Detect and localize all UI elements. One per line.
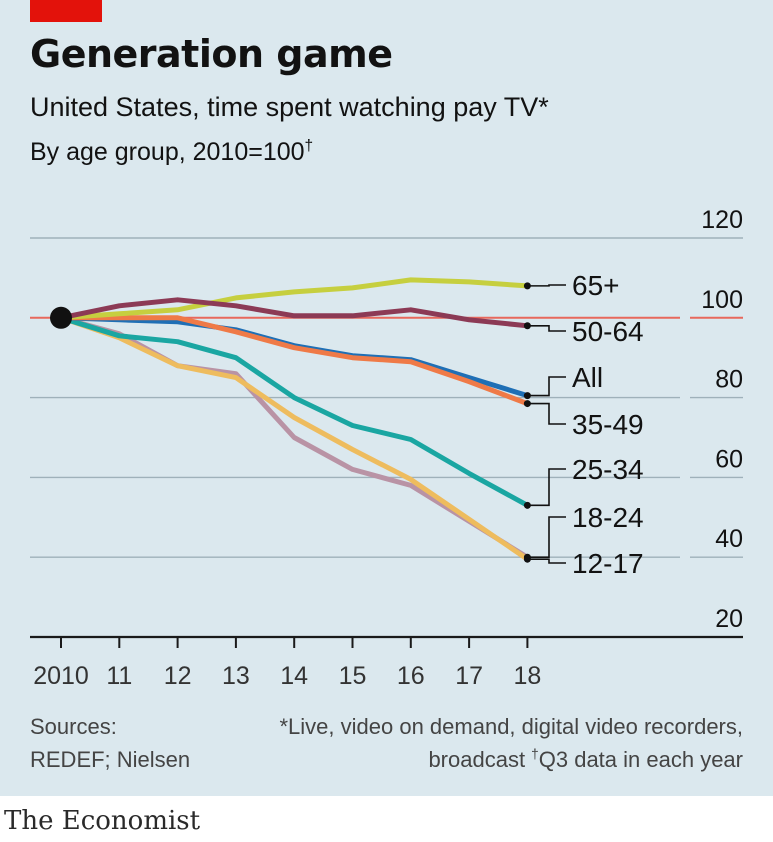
footnote-line-1: *Live, video on demand, digital video re… <box>279 714 744 739</box>
sources: Sources: REDEF; Nielsen <box>30 710 230 776</box>
y-tick-label-100: 100 <box>701 286 743 314</box>
line-chart: 20 40 60 80 100 120 65+ 50-64 All 35-49 25-34 18-2… <box>30 206 743 690</box>
chart-title: Generation game <box>30 32 393 76</box>
series-label-18-24: 18-24 <box>572 502 644 533</box>
footnote: *Live, video on demand, digital video re… <box>203 710 744 776</box>
leader-All <box>527 376 566 397</box>
gridlines: 20 40 60 80 100 120 <box>30 206 743 633</box>
series-line-25-34 <box>58 315 530 508</box>
series-line-12-17 <box>58 315 530 562</box>
leader-25-34 <box>527 468 566 507</box>
index-note-dagger: † <box>304 137 314 155</box>
leader-65+ <box>527 284 566 287</box>
x-tick-label-18: 18 <box>513 662 541 690</box>
y-tick-label-40: 40 <box>715 525 743 553</box>
y-tick-label-60: 60 <box>715 445 743 473</box>
economist-logo: The Economist <box>4 806 201 836</box>
brand-red-tag <box>30 0 102 22</box>
series-line-50-64 <box>58 297 530 329</box>
series-label-25-34: 25-34 <box>572 454 644 485</box>
x-tick-label-17: 17 <box>455 662 483 690</box>
index-note: By age group, 2010=100† <box>30 138 313 167</box>
series-line-18-24 <box>58 315 530 560</box>
y-tick-label-20: 20 <box>715 605 743 633</box>
leader-50-64 <box>527 324 566 332</box>
chart-subtitle: United States, time spent watching pay T… <box>30 92 549 122</box>
footnote-broadcast: broadcast <box>428 747 532 772</box>
series-label-65+: 65+ <box>572 270 620 301</box>
footnote-dagger: † <box>531 746 539 762</box>
leader-12-17 <box>527 558 566 564</box>
x-tick-label-11: 11 <box>106 662 132 690</box>
series-lines <box>50 277 530 562</box>
x-tick-label-15: 15 <box>339 662 367 690</box>
start-marker-dot <box>50 306 72 329</box>
sources-line-1: Sources: <box>30 714 117 739</box>
index-note-text: By age group, 2010=100 <box>30 138 305 166</box>
footnote-q3: Q3 data in each year <box>538 747 743 772</box>
leader-35-49 <box>527 402 566 425</box>
x-tick-label-14: 14 <box>280 662 308 690</box>
y-tick-label-80: 80 <box>715 366 743 394</box>
series-labels: 65+ 50-64 All 35-49 25-34 18-24 12-17 <box>523 270 644 579</box>
x-tick-label-13: 13 <box>222 662 250 690</box>
series-label-All: All <box>572 362 603 393</box>
x-tick-label-16: 16 <box>397 662 425 690</box>
series-line-All <box>58 315 530 399</box>
series-label-50-64: 50-64 <box>572 316 644 347</box>
series-line-35-49 <box>58 315 530 407</box>
x-tick-label-12: 12 <box>164 662 192 690</box>
sources-line-2: REDEF; Nielsen <box>30 747 191 772</box>
y-tick-label-120: 120 <box>701 206 743 234</box>
x-tick-label-2010: 2010 <box>33 662 89 690</box>
series-line-65+ <box>58 277 530 321</box>
series-label-12-17: 12-17 <box>572 548 644 579</box>
footnote-line-2: broadcast †Q3 data in each year <box>203 743 743 776</box>
series-label-35-49: 35-49 <box>572 409 644 440</box>
leader-18-24 <box>527 516 566 559</box>
x-axis: 2010 11 12 13 14 15 16 17 18 <box>30 635 743 690</box>
